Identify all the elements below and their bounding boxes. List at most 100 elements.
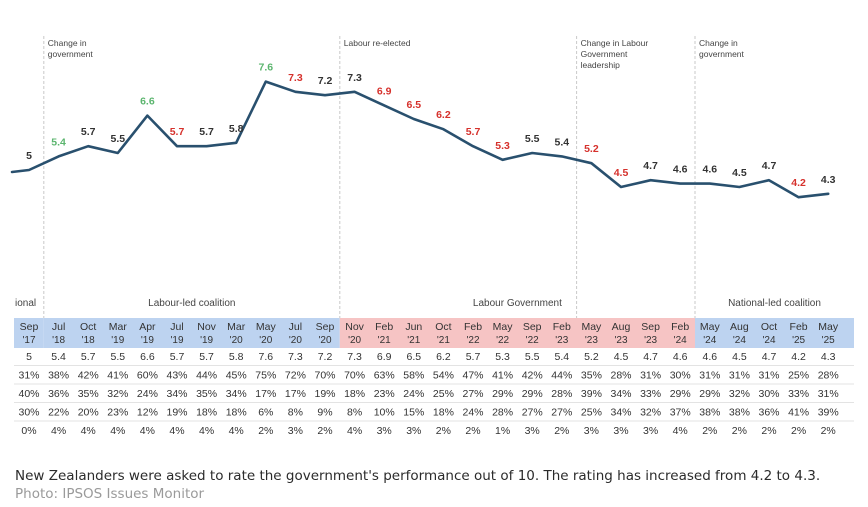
- table-cell: 8%: [288, 407, 303, 419]
- table-cell: 37%: [670, 407, 691, 419]
- axis-month-label: Sep: [316, 321, 335, 333]
- table-cell: 30%: [670, 370, 691, 382]
- table-cell: 1%: [495, 425, 510, 437]
- table-cell: 33%: [640, 388, 661, 400]
- value-label: 5.3: [495, 140, 510, 152]
- table-cell: 4%: [140, 425, 155, 437]
- value-label: 7.3: [288, 72, 303, 84]
- axis-month-label: Feb: [790, 321, 808, 333]
- axis-month-label: May: [581, 321, 602, 333]
- table-cell: 4%: [673, 425, 688, 437]
- table-cell: 10%: [374, 407, 395, 419]
- table-cell: 35%: [196, 388, 217, 400]
- table-cell: 4%: [169, 425, 184, 437]
- table-cell: 2%: [732, 425, 747, 437]
- table-cell: 17%: [285, 388, 306, 400]
- annotation-text: Change in Labour: [581, 38, 649, 48]
- table-cell: 6.6: [140, 351, 155, 363]
- axis-year-label: '21: [407, 335, 420, 346]
- table-cell: 5: [26, 351, 32, 363]
- value-label: 5.7: [81, 126, 96, 138]
- table-cell: 17%: [255, 388, 276, 400]
- table-cell: 24%: [462, 407, 483, 419]
- axis-month-label: Jul: [289, 321, 302, 333]
- table-cell: 41%: [492, 370, 513, 382]
- table-cell: 44%: [551, 370, 572, 382]
- table-cell: 30%: [18, 407, 39, 419]
- table-cell: 27%: [462, 388, 483, 400]
- value-label: 4.7: [643, 160, 658, 172]
- table-cell: 18%: [226, 407, 247, 419]
- table-cell: 25%: [433, 388, 454, 400]
- table-cell: 8%: [347, 407, 362, 419]
- table-cell: 35%: [581, 370, 602, 382]
- table-cell: 38%: [699, 407, 720, 419]
- table-cell: 72%: [285, 370, 306, 382]
- table-cell: 24%: [137, 388, 158, 400]
- table-cell: 2%: [761, 425, 776, 437]
- axis-month-label: May: [700, 321, 721, 333]
- value-label: 5.5: [525, 133, 540, 145]
- annotation-text: Government: [581, 49, 628, 59]
- axis-year-label: '19: [141, 335, 154, 346]
- table-cell: 41%: [107, 370, 128, 382]
- period-label: National-led coalition: [728, 298, 821, 309]
- table-cell: 7.2: [318, 351, 333, 363]
- table-cell: 4.3: [821, 351, 836, 363]
- period-label: Labour-led coalition: [148, 298, 235, 309]
- table-cell: 3%: [288, 425, 303, 437]
- table-cell: 4.2: [791, 351, 806, 363]
- value-label: 4.2: [791, 177, 806, 189]
- axis-month-label: Mar: [227, 321, 246, 333]
- table-cell: 29%: [492, 388, 513, 400]
- value-label: 5.4: [554, 136, 569, 148]
- table-cell: 58%: [403, 370, 424, 382]
- table-cell: 6%: [258, 407, 273, 419]
- table-cell: 42%: [78, 370, 99, 382]
- annotation-text: Change in: [699, 38, 738, 48]
- axis-month-label: May: [493, 321, 514, 333]
- table-cell: 6.5: [406, 351, 421, 363]
- table-cell: 18%: [196, 407, 217, 419]
- axis-year-label: '20: [318, 335, 331, 346]
- table-cell: 75%: [255, 370, 276, 382]
- table-cell: 36%: [758, 407, 779, 419]
- table-cell: 5.5: [110, 351, 125, 363]
- table-cell: 34%: [610, 388, 631, 400]
- table-cell: 31%: [758, 370, 779, 382]
- value-label: 4.7: [762, 160, 777, 172]
- table-cell: 4.5: [732, 351, 747, 363]
- table-cell: 31%: [640, 370, 661, 382]
- date-axis: Sep '17 Jul '18 Oct '18 Mar '19 Apr '19 Jul '19 Nov '…: [20, 321, 839, 346]
- table-cell: 4%: [81, 425, 96, 437]
- table-cell: 4.5: [614, 351, 629, 363]
- axis-year-label: '20: [289, 335, 302, 346]
- axis-month-label: Feb: [671, 321, 689, 333]
- annotation-text: government: [699, 49, 745, 59]
- table-cell: 23%: [374, 388, 395, 400]
- table-cell: 5.7: [81, 351, 96, 363]
- axis-year-label: '23: [555, 335, 568, 346]
- axis-month-label: Nov: [197, 321, 216, 333]
- table-cell: 32%: [729, 388, 750, 400]
- table-cell: 35%: [78, 388, 99, 400]
- value-label: 5.7: [170, 126, 185, 138]
- table-cell: 70%: [314, 370, 335, 382]
- value-label: 7.3: [347, 72, 362, 84]
- table-cell: 31%: [18, 370, 39, 382]
- table-cell: 2%: [554, 425, 569, 437]
- table-cell: 31%: [818, 388, 839, 400]
- table-cell: 3%: [406, 425, 421, 437]
- table-cell: 29%: [670, 388, 691, 400]
- axis-year-label: '23: [614, 335, 627, 346]
- table-cell: 3%: [377, 425, 392, 437]
- table-cell: 39%: [581, 388, 602, 400]
- axis-year-label: '20: [259, 335, 272, 346]
- table-cell: 6.9: [377, 351, 392, 363]
- table-cell: 5.8: [229, 351, 244, 363]
- period-band: [695, 318, 854, 348]
- caption-credit: Photo: IPSOS Issues Monitor: [15, 486, 205, 502]
- annotation-text: government: [48, 49, 94, 59]
- table-cell: 12%: [137, 407, 158, 419]
